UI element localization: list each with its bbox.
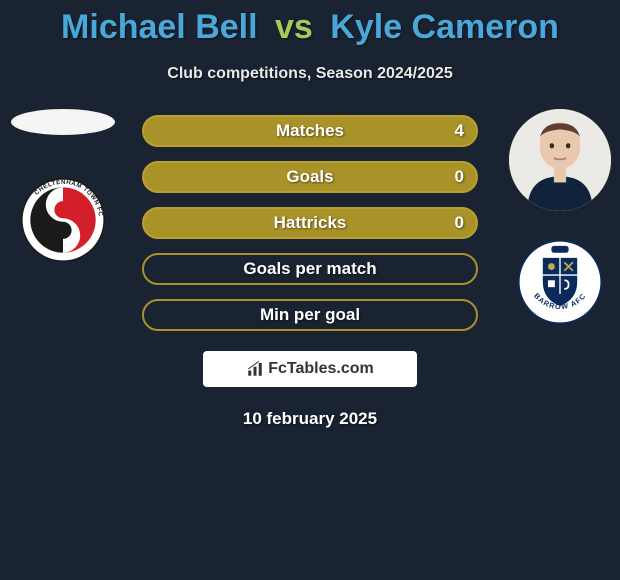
player2-club-badge: BARROW AFC [517, 239, 603, 325]
player2-name: Kyle Cameron [330, 8, 559, 46]
stat-label: Matches [276, 121, 344, 141]
stat-label: Goals per match [243, 259, 376, 279]
stat-bar-row: Min per goal [142, 299, 478, 331]
stat-label: Min per goal [260, 305, 360, 325]
stat-bar-row: Goals per match [142, 253, 478, 285]
right-player-column: BARROW AFC [500, 109, 620, 325]
stat-bar-row: Hattricks 0 [142, 207, 478, 239]
vs-text: vs [275, 8, 313, 46]
watermark-text: FcTables.com [268, 360, 374, 378]
content-area: CHELTENHAM TOWN FC [0, 115, 620, 429]
stat-bars: Matches 4 Goals 0 Hattricks 0 Goals per match M… [142, 115, 478, 331]
stat-right-value: 0 [455, 167, 464, 187]
player1-club-badge: CHELTENHAM TOWN FC [20, 177, 106, 263]
watermark: FcTables.com [203, 351, 417, 387]
subtitle: Club competitions, Season 2024/2025 [0, 65, 620, 83]
player1-name: Michael Bell [61, 8, 258, 46]
stat-right-value: 4 [455, 121, 464, 141]
stat-bar-row: Matches 4 [142, 115, 478, 147]
bar-chart-icon [246, 360, 264, 378]
stat-right-value: 0 [455, 213, 464, 233]
stat-label: Goals [286, 167, 333, 187]
player1-photo-placeholder [11, 109, 115, 135]
stat-bar-row: Goals 0 [142, 161, 478, 193]
comparison-title: Michael Bell vs Kyle Cameron [0, 0, 620, 47]
person-silhouette-icon [509, 109, 611, 211]
stat-label: Hattricks [274, 213, 347, 233]
date-text: 10 february 2025 [0, 409, 620, 429]
left-player-column: CHELTENHAM TOWN FC [8, 109, 118, 263]
player2-photo [509, 109, 611, 211]
